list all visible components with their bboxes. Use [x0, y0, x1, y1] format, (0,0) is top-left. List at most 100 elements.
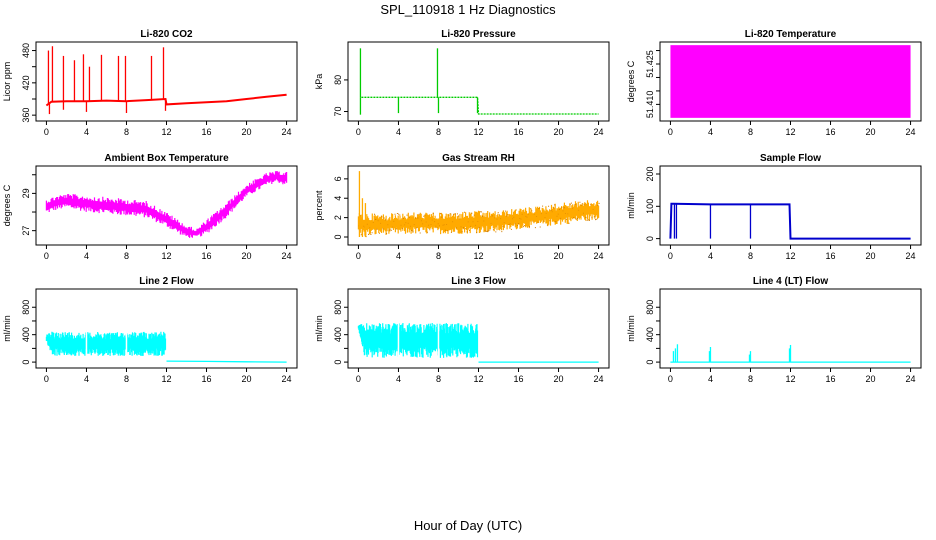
x-tick-label: 20	[242, 251, 252, 261]
x-tick-label: 12	[473, 374, 483, 384]
chart-panel-1: Li-820 Pressure 0 4 8 12 16 20 24 70 80 kPa	[314, 29, 610, 137]
y-tick-label: 360	[21, 108, 31, 123]
y-tick-label: 70	[333, 107, 343, 117]
x-tick-label: 8	[124, 127, 129, 137]
chart-panel-8: Line 4 (LT) Flow 0 4 8 12 16 20 24 0 400 800 ml/min	[626, 276, 922, 384]
x-tick-label: 16	[202, 251, 212, 261]
panel-title: Li-820 Temperature	[745, 29, 837, 40]
y-axis-label: percent	[314, 190, 324, 221]
y-axis-label: degrees C	[2, 184, 12, 226]
panel-data	[670, 344, 911, 363]
panel-data	[45, 46, 287, 115]
x-tick-label: 24	[594, 374, 604, 384]
y-tick-label: 0	[645, 236, 655, 241]
panel-data	[669, 202, 911, 240]
y-axis-label: ml/min	[314, 315, 324, 342]
chart-panel-3: Ambient Box Temperature 0 4 8 12 16 20 24 27 29 de…	[2, 153, 298, 261]
x-tick-label: 8	[748, 127, 753, 137]
y-tick-label: 400	[645, 327, 655, 342]
panel-title: Gas Stream RH	[442, 153, 515, 164]
data-band-fill	[46, 174, 287, 236]
figure-title: SPL_110918 1 Hz Diagnostics	[380, 2, 556, 17]
y-tick-label: 400	[21, 327, 31, 342]
panel-title: Ambient Box Temperature	[104, 153, 229, 164]
y-tick-label: 800	[21, 300, 31, 315]
x-tick-label: 8	[124, 251, 129, 261]
x-tick-label: 12	[161, 127, 171, 137]
data-band-fill	[46, 336, 166, 349]
panel-title: Line 3 Flow	[451, 276, 506, 287]
y-axis-label: kPa	[314, 74, 324, 90]
x-tick-label: 16	[202, 374, 212, 384]
y-tick-label: 800	[645, 300, 655, 315]
panel-data	[357, 323, 599, 363]
y-tick-label: 0	[645, 360, 655, 365]
data-band-fill	[358, 326, 478, 348]
y-axis-label: Licor ppm	[2, 62, 12, 102]
chart-panel-2: Li-820 Temperature 0 4 8 12 16 20 24 51.410 51.42…	[626, 29, 922, 137]
x-tick-label: 8	[436, 127, 441, 137]
y-tick-label: 200	[645, 166, 655, 181]
chart-panel-0: Li-820 CO2 0 4 8 12 16 20 24 360 420 480 Licor ppm	[2, 29, 298, 137]
panel-data	[357, 171, 600, 238]
x-tick-label: 16	[826, 127, 836, 137]
x-tick-label: 20	[866, 374, 876, 384]
x-tick-label: 8	[748, 251, 753, 261]
y-tick-label: 100	[645, 199, 655, 214]
y-tick-label: 800	[333, 300, 343, 315]
panel-title: Line 2 Flow	[139, 276, 194, 287]
panel-title: Sample Flow	[760, 153, 821, 164]
x-tick-label: 4	[396, 251, 401, 261]
y-axis-label: ml/min	[2, 315, 12, 342]
y-axis-label: ml/min	[626, 315, 636, 342]
panel-frame	[347, 288, 610, 369]
x-tick-label: 4	[396, 127, 401, 137]
x-tick-label: 20	[866, 127, 876, 137]
panel-frame	[35, 288, 298, 369]
y-tick-label: 420	[21, 75, 31, 90]
x-tick-label: 8	[436, 374, 441, 384]
panel-data	[45, 331, 287, 363]
x-tick-label: 16	[514, 251, 524, 261]
x-tick-label: 0	[44, 127, 49, 137]
x-tick-label: 12	[785, 374, 795, 384]
x-tick-label: 0	[668, 374, 673, 384]
y-tick-label: 51.410	[645, 91, 655, 119]
data-series-line	[166, 360, 287, 363]
y-tick-label: 4	[333, 196, 343, 201]
x-tick-label: 24	[282, 251, 292, 261]
x-tick-label: 0	[356, 374, 361, 384]
panel-data	[359, 48, 599, 115]
panel-title: Line 4 (LT) Flow	[753, 276, 829, 287]
x-tick-label: 24	[906, 127, 916, 137]
x-tick-label: 12	[161, 251, 171, 261]
x-tick-label: 12	[473, 127, 483, 137]
y-tick-label: 80	[333, 75, 343, 85]
x-tick-label: 0	[356, 251, 361, 261]
panel-data	[670, 45, 911, 118]
y-tick-label: 0	[21, 360, 31, 365]
x-tick-label: 12	[473, 251, 483, 261]
x-tick-label: 16	[826, 251, 836, 261]
x-tick-label: 20	[242, 127, 252, 137]
data-band	[670, 45, 911, 118]
x-tick-label: 16	[826, 374, 836, 384]
data-series-line	[669, 202, 911, 240]
y-tick-label: 480	[21, 43, 31, 58]
y-tick-label: 0	[333, 234, 343, 239]
x-tick-label: 0	[44, 251, 49, 261]
y-tick-label: 0	[333, 360, 343, 365]
x-tick-label: 16	[202, 127, 212, 137]
x-tick-label: 4	[708, 374, 713, 384]
x-tick-label: 12	[785, 127, 795, 137]
x-tick-label: 20	[554, 251, 564, 261]
y-tick-label: 6	[333, 176, 343, 181]
x-tick-label: 4	[84, 127, 89, 137]
x-tick-label: 24	[906, 251, 916, 261]
x-tick-label: 24	[282, 127, 292, 137]
x-tick-label: 24	[282, 374, 292, 384]
x-tick-label: 12	[161, 374, 171, 384]
x-tick-label: 4	[396, 374, 401, 384]
